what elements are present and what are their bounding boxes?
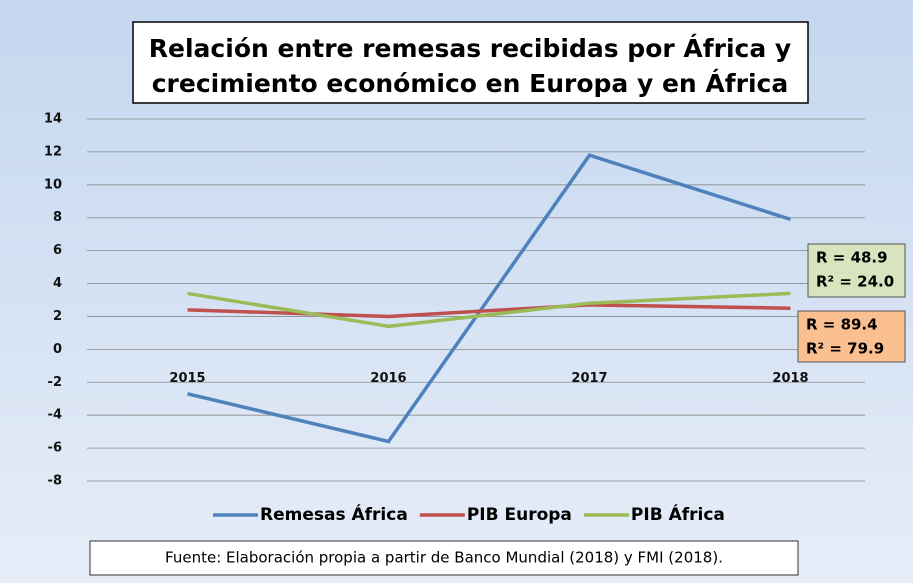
legend-label: PIB África xyxy=(631,503,725,525)
annotation-box xyxy=(797,310,906,363)
chart-title: Relación entre remesas recibidas por Áfr… xyxy=(149,34,791,63)
annotation-text: R² = 79.9 xyxy=(806,340,884,358)
line-series xyxy=(187,303,791,319)
line-series xyxy=(187,153,792,444)
y-tick-label: 6 xyxy=(53,243,62,258)
y-tick-label: 14 xyxy=(44,112,62,127)
y-tick-label: -4 xyxy=(48,408,62,423)
y-tick-label: 8 xyxy=(53,210,62,225)
y-tick-label: 2 xyxy=(53,309,62,324)
y-tick-label: -8 xyxy=(48,474,62,489)
annotation-box xyxy=(807,243,906,298)
legend-label: Remesas África xyxy=(260,503,408,525)
y-tick-label: 12 xyxy=(44,144,62,159)
x-tick-label: 2016 xyxy=(370,371,406,386)
y-tick-label: -6 xyxy=(48,441,62,456)
legend-label: PIB Europa xyxy=(467,505,572,525)
source-box xyxy=(89,540,799,576)
title-box xyxy=(132,21,809,104)
chart-title: crecimiento económico en Europa y en Áfr… xyxy=(152,69,789,98)
line-series xyxy=(187,291,791,329)
y-tick-label: 4 xyxy=(53,276,62,291)
y-tick-label: 10 xyxy=(44,177,62,192)
annotation-text: R² = 24.0 xyxy=(816,273,894,291)
annotation-text: R = 48.9 xyxy=(816,249,888,267)
y-tick-label: 0 xyxy=(53,342,62,357)
source: Fuente: Elaboración propia a partir de B… xyxy=(165,549,723,567)
x-tick-label: 2018 xyxy=(772,371,808,386)
x-tick-label: 2015 xyxy=(169,371,205,386)
annotation-text: R = 89.4 xyxy=(806,316,878,334)
y-tick-label: -2 xyxy=(48,375,62,390)
x-tick-label: 2017 xyxy=(571,371,607,386)
